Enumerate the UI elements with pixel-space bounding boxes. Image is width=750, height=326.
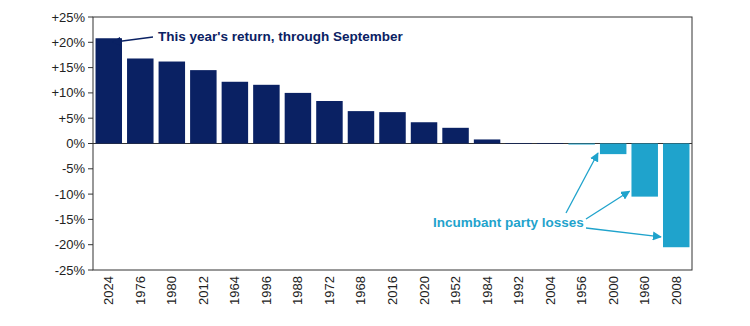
y-tick-label: -10% bbox=[55, 187, 86, 202]
y-tick-label: +25% bbox=[51, 10, 85, 25]
y-tick bbox=[88, 143, 93, 144]
annotation-arrow bbox=[113, 37, 153, 42]
y-tick bbox=[88, 67, 93, 68]
annotation-arrow bbox=[566, 153, 598, 213]
bar bbox=[96, 38, 122, 143]
x-tick-label: 1988 bbox=[290, 276, 305, 305]
x-tick-label: 1960 bbox=[637, 276, 652, 305]
y-tick-label: -20% bbox=[55, 237, 86, 252]
x-tick-label: 1952 bbox=[448, 276, 463, 305]
bar bbox=[127, 58, 153, 143]
bar bbox=[600, 144, 626, 155]
y-tick-label: 0% bbox=[66, 136, 85, 151]
x-tick-label: 2016 bbox=[385, 276, 400, 305]
y-tick-label: +10% bbox=[51, 85, 85, 100]
y-tick-label: +15% bbox=[51, 60, 85, 75]
annotation: This year's return, through September bbox=[158, 29, 404, 44]
x-tick-label: 1992 bbox=[511, 276, 526, 305]
y-tick bbox=[88, 244, 93, 245]
bar bbox=[316, 101, 342, 144]
bar bbox=[442, 128, 468, 144]
bars bbox=[96, 38, 690, 247]
bar bbox=[348, 111, 374, 143]
y-tick bbox=[88, 270, 93, 271]
bar bbox=[474, 139, 500, 143]
bar bbox=[159, 62, 185, 144]
y-tick bbox=[88, 92, 93, 93]
x-tick-label: 2000 bbox=[606, 276, 621, 305]
bar bbox=[663, 144, 689, 248]
annotation-arrow bbox=[586, 228, 661, 237]
x-tick-label: 1984 bbox=[480, 276, 495, 305]
y-tick-label: -5% bbox=[62, 161, 86, 176]
annotation-arrow bbox=[586, 191, 629, 219]
annotation: Incumbant party losses bbox=[433, 215, 584, 230]
x-tick-label: 2004 bbox=[543, 276, 558, 305]
plot-frame bbox=[93, 17, 692, 270]
x-tick-label: 2008 bbox=[669, 276, 684, 305]
y-tick-label: -25% bbox=[55, 263, 86, 278]
y-tick-label: +20% bbox=[51, 35, 85, 50]
x-tick-label: 1996 bbox=[259, 276, 274, 305]
bar bbox=[631, 144, 657, 197]
y-tick bbox=[88, 219, 93, 220]
bar bbox=[379, 112, 405, 143]
x-tick-label: 2012 bbox=[196, 276, 211, 305]
bar bbox=[190, 70, 216, 143]
x-tick-label: 1976 bbox=[133, 276, 148, 305]
x-tick-label: 1972 bbox=[322, 276, 337, 305]
y-tick-label: -15% bbox=[55, 212, 86, 227]
x-tick-label: 1968 bbox=[353, 276, 368, 305]
y-tick bbox=[88, 42, 93, 43]
bar bbox=[411, 122, 437, 143]
x-tick-label: 2020 bbox=[417, 276, 432, 305]
x-tick-label: 1964 bbox=[227, 276, 242, 305]
bar bbox=[537, 142, 563, 144]
bar bbox=[568, 144, 594, 145]
bar bbox=[222, 82, 248, 144]
bar bbox=[505, 142, 531, 144]
bar bbox=[253, 85, 279, 144]
y-tick bbox=[88, 168, 93, 169]
x-tick-label: 2024 bbox=[101, 276, 116, 305]
y-tick-label: +5% bbox=[59, 111, 86, 126]
y-tick bbox=[88, 118, 93, 119]
bar bbox=[285, 93, 311, 144]
y-tick bbox=[88, 194, 93, 195]
x-tick-label: 1956 bbox=[574, 276, 589, 305]
y-tick bbox=[88, 17, 93, 18]
chart: -25% -20% -15% -10% -5% 0% +5% +10% +15% +20% +25%… bbox=[0, 0, 750, 326]
x-tick-label: 1980 bbox=[164, 276, 179, 305]
